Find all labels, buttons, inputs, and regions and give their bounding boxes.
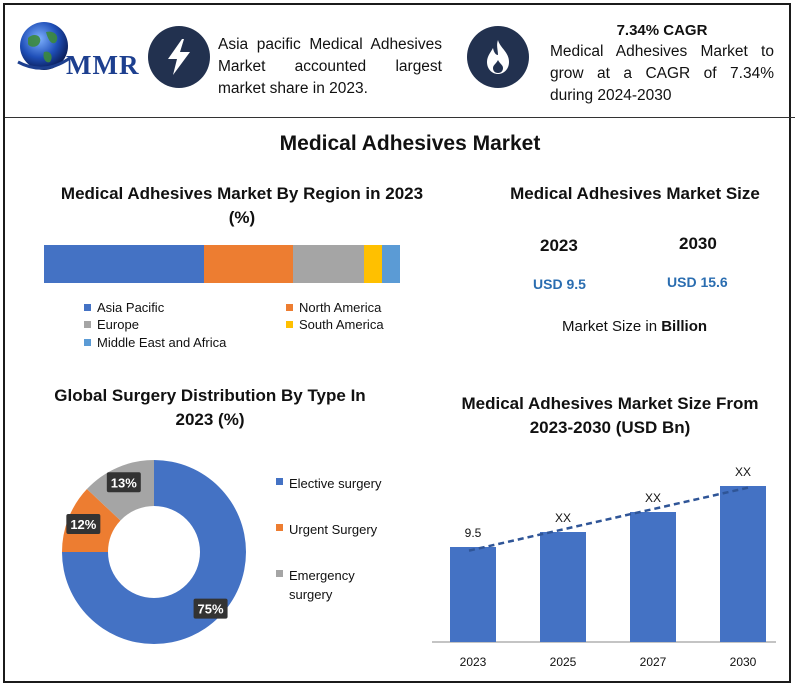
donut-legend-item-urgent-surgery: Urgent Surgery <box>276 520 386 539</box>
legend-swatch <box>276 478 283 485</box>
donut-label-urgent-surgery: 12% <box>66 514 101 535</box>
legend-label: Emergency surgery <box>289 568 355 602</box>
size-year-2023: 2023 <box>540 236 578 255</box>
legend-swatch <box>286 304 293 311</box>
legend-label: Urgent Surgery <box>289 522 378 537</box>
region-segment-north-america <box>204 245 294 283</box>
legend-item-asia-pacific: Asia Pacific <box>84 300 164 315</box>
legend-item-middle-east-and-africa: Middle East and Africa <box>84 335 226 350</box>
region-chart-title: Medical Adhesives Market By Region in 20… <box>60 184 424 227</box>
donut-chart-title-text: Global Surgery Distribution By Type In 2… <box>54 386 366 429</box>
logo-text: MMR <box>66 50 140 80</box>
bar-2030 <box>720 486 766 642</box>
donut-chart-title: Global Surgery Distribution By Type In 2… <box>52 384 368 432</box>
svg-text:12%: 12% <box>70 517 96 532</box>
market-size-unit: Market Size in Billion <box>562 318 707 335</box>
legend-label: North America <box>299 300 382 315</box>
flame-icon <box>467 26 529 88</box>
legend-item-south-america: South America <box>286 317 384 332</box>
region-segment-middle-east-and-africa <box>382 245 400 283</box>
region-segment-asia-pacific <box>44 245 205 283</box>
trendline <box>468 485 752 552</box>
bar-chart-title: Medical Adhesives Market Size From 2023-… <box>440 392 780 440</box>
legend-swatch <box>84 339 91 346</box>
donut-chart: 75% 12% 13% <box>62 460 246 644</box>
lightning-icon <box>148 26 210 88</box>
data-label-2030: XX <box>735 465 751 479</box>
legend-label: Asia Pacific <box>97 300 165 315</box>
size-year-2030: 2030 <box>679 234 717 253</box>
stat-cagr-text: Medical Adhesives Market to grow at a CA… <box>550 43 774 104</box>
stat-asia-pacific-text: Asia pacific Medical Adhesives Market ac… <box>218 36 442 97</box>
tick-label-2027: 2027 <box>640 655 667 669</box>
svg-text:13%: 13% <box>111 475 137 490</box>
tick-label-2030: 2030 <box>730 655 757 669</box>
market-size-unit-prefix: Market Size in <box>562 318 662 335</box>
donut-label-emergency-surgery: 13% <box>106 472 141 493</box>
legend-label: Europe <box>97 317 139 332</box>
bar-2023 <box>450 547 496 642</box>
legend-swatch <box>84 321 91 328</box>
svg-text:75%: 75% <box>198 602 224 617</box>
data-label-2027: XX <box>645 491 661 505</box>
legend-item-north-america: North America <box>286 300 381 315</box>
data-label-2025: XX <box>555 511 571 525</box>
donut-label-elective-surgery: 75% <box>193 598 228 619</box>
logo: MMR <box>14 18 138 88</box>
tick-label-2025: 2025 <box>550 655 577 669</box>
legend-label: South America <box>299 317 384 332</box>
legend-swatch <box>276 524 283 531</box>
size-value-2030: USD 15.6 <box>667 274 728 290</box>
tick-label-2023: 2023 <box>460 655 487 669</box>
legend-label: Elective surgery <box>289 476 382 491</box>
bar-2027 <box>630 512 676 642</box>
region-stacked-bar <box>44 245 400 283</box>
bar-2025 <box>540 532 586 642</box>
market-size-bar-chart: 9.5 2023 XX 2025 XX 2027 XX 2030 <box>432 465 776 669</box>
legend-item-europe: Europe <box>84 317 139 332</box>
size-value-2023: USD 9.5 <box>533 276 586 292</box>
donut-legend-item-emergency-surgery: Emergency surgery <box>276 566 386 604</box>
region-segment-south-america <box>364 245 383 283</box>
market-size-unit-bold: Billion <box>661 318 708 335</box>
stat-cagr-title: 7.34% CAGR <box>616 22 708 39</box>
legend-swatch <box>276 570 283 577</box>
page-title: Medical Adhesives Market <box>279 132 541 155</box>
infographic-frame <box>3 3 791 683</box>
legend-swatch <box>286 321 293 328</box>
legend-swatch <box>84 304 91 311</box>
legend-label: Middle East and Africa <box>97 335 227 350</box>
region-segment-europe <box>293 245 365 283</box>
market-size-title: Medical Adhesives Market Size <box>510 184 760 203</box>
donut-legend-item-elective-surgery: Elective surgery <box>276 474 386 493</box>
header-divider <box>5 117 795 118</box>
bar-chart-title-text: Medical Adhesives Market Size From 2023-… <box>461 394 759 437</box>
globe-icon <box>17 22 71 70</box>
donut-slice-elective-surgery <box>62 460 246 644</box>
data-label-2023: 9.5 <box>465 526 482 540</box>
